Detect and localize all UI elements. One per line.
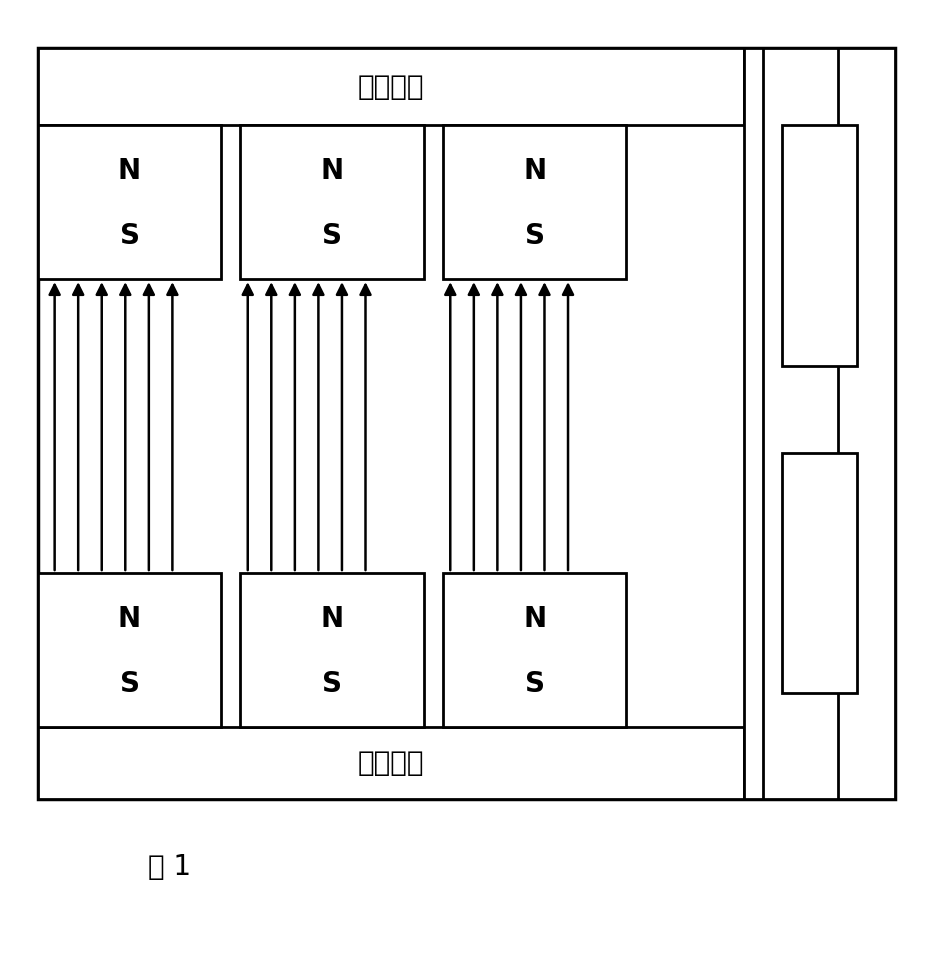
Text: N: N (118, 157, 141, 186)
Text: N: N (523, 605, 546, 634)
Text: S: S (525, 222, 544, 250)
Text: N: N (523, 157, 546, 186)
Text: S: S (525, 670, 544, 698)
Text: S: S (322, 222, 342, 250)
Bar (240, 125, 424, 279)
Bar (763, 48, 838, 799)
Bar (782, 453, 857, 693)
Text: S: S (322, 670, 342, 698)
Bar (443, 125, 626, 279)
Bar (782, 125, 857, 366)
Bar (38, 48, 895, 799)
Text: S: S (120, 670, 139, 698)
Bar (38, 48, 744, 125)
Bar (38, 727, 744, 799)
Text: N: N (320, 605, 344, 634)
Bar (443, 573, 626, 727)
Text: 图 1: 图 1 (148, 852, 191, 881)
Text: 导磁材料: 导磁材料 (358, 749, 424, 777)
Text: N: N (118, 605, 141, 634)
Bar (38, 573, 221, 727)
Text: S: S (120, 222, 139, 250)
Text: 导磁材料: 导磁材料 (358, 72, 424, 101)
Bar (38, 125, 221, 279)
Bar (744, 48, 895, 799)
Bar (240, 573, 424, 727)
Text: N: N (320, 157, 344, 186)
